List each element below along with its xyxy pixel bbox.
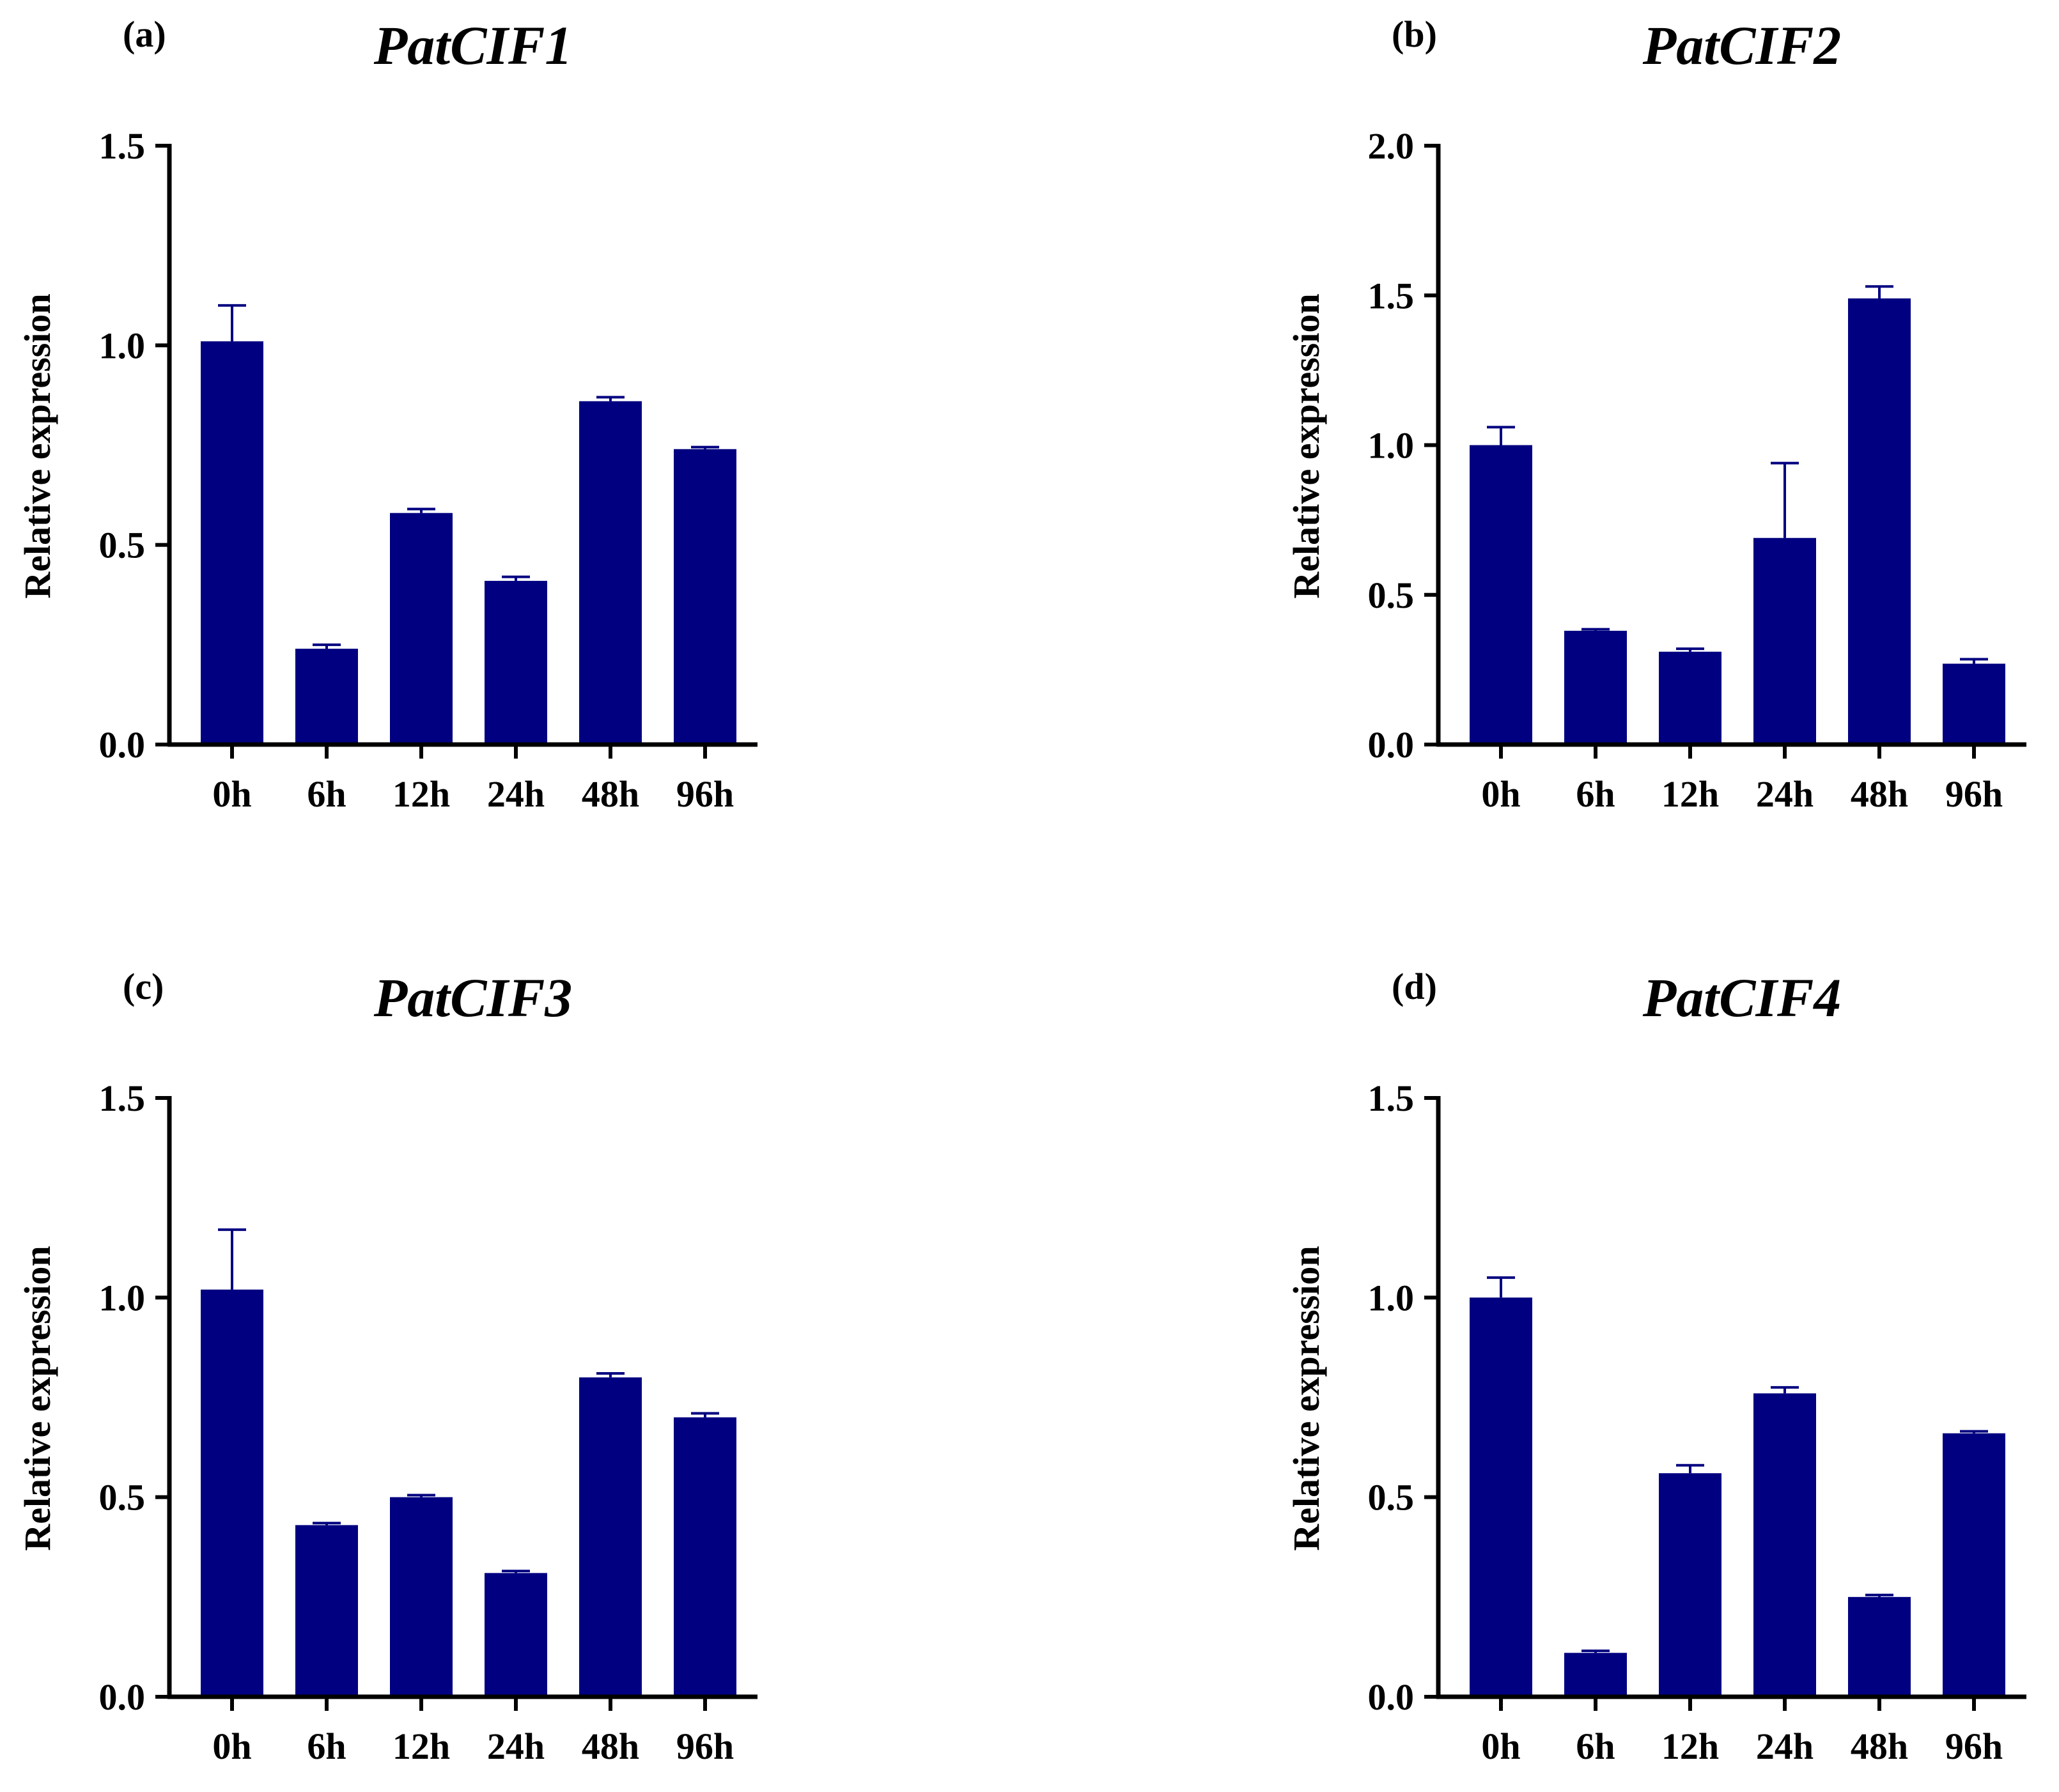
- bar-48h: [579, 401, 642, 745]
- bar-24h: [485, 1573, 547, 1697]
- chart-title: PatCIF1: [373, 15, 573, 76]
- x-tick-label: 12h: [1661, 773, 1719, 815]
- y-tick-label: 1.5: [99, 125, 146, 167]
- bar-96h: [674, 449, 736, 745]
- panel-label: (b): [1392, 13, 1437, 55]
- bar-96h: [1943, 663, 2005, 745]
- bar-48h: [1848, 298, 1911, 745]
- y-tick-label: 0.0: [1368, 724, 1415, 766]
- bar-24h: [485, 580, 547, 745]
- y-tick-label: 1.5: [99, 1078, 146, 1119]
- bar-24h: [1753, 537, 1816, 745]
- bar-48h: [579, 1377, 642, 1697]
- x-tick-label: 96h: [1945, 773, 2003, 815]
- panel-label: (c): [123, 966, 164, 1007]
- x-tick-label: 24h: [1756, 1726, 1814, 1767]
- bar-12h: [1659, 1473, 1721, 1697]
- y-tick-label: 0.0: [99, 724, 146, 766]
- bar-0h: [1470, 1297, 1532, 1697]
- y-tick-label: 1.5: [1368, 275, 1415, 316]
- panel-d: (d) PatCIF4 Relative expression 0.0 0.5 1.…: [1286, 966, 2026, 1767]
- x-tick-label: 6h: [307, 1726, 346, 1767]
- plot-area: 0.0 0.5 1.0 1.5 0h 6h 12h 24h 48h 96h: [99, 1078, 758, 1767]
- bar-0h: [201, 1289, 263, 1697]
- chart-title: PatCIF2: [1642, 15, 1842, 76]
- bar-6h: [1564, 630, 1627, 745]
- plot-area: 0.0 0.5 1.0 1.5 0h 6h 12h 24h 48h 96h: [99, 125, 758, 815]
- y-tick-label: 1.0: [1368, 425, 1415, 467]
- y-tick-label: 0.5: [1368, 575, 1415, 616]
- x-tick-label: 48h: [582, 1726, 639, 1767]
- x-tick-label: 96h: [1945, 1726, 2003, 1767]
- y-tick-label: 0.5: [99, 525, 146, 566]
- x-tick-label: 24h: [487, 1726, 545, 1767]
- x-tick-label: 24h: [487, 773, 545, 815]
- y-tick-label: 0.0: [99, 1676, 146, 1718]
- bar-24h: [1753, 1393, 1816, 1697]
- x-tick-label: 0h: [212, 1726, 251, 1767]
- chart-title: PatCIF4: [1642, 967, 1842, 1028]
- plot-area: 0.0 0.5 1.0 1.5 2.0 0h 6h 12h 24h 48h 96h: [1368, 125, 2026, 815]
- x-tick-label: 96h: [676, 773, 734, 815]
- panel-label: (d): [1392, 966, 1437, 1007]
- x-tick-label: 48h: [1851, 773, 1908, 815]
- x-tick-label: 0h: [1481, 1726, 1520, 1767]
- x-tick-label: 48h: [1851, 1726, 1908, 1767]
- plot-area: 0.0 0.5 1.0 1.5 0h 6h 12h 24h 48h 96h: [1368, 1078, 2026, 1767]
- x-tick-label: 12h: [392, 1726, 450, 1767]
- x-tick-label: 6h: [1576, 1726, 1615, 1767]
- bar-6h: [295, 1525, 358, 1697]
- bar-0h: [201, 341, 263, 745]
- panel-a: (a) PatCIF1 Relative expression 0.0 0.5 1.…: [17, 13, 758, 815]
- bar-6h: [1564, 1653, 1627, 1697]
- x-tick-label: 12h: [392, 773, 450, 815]
- y-tick-label: 2.0: [1368, 125, 1415, 167]
- bar-6h: [295, 649, 358, 745]
- y-axis-label: Relative expression: [1286, 293, 1327, 598]
- x-tick-label: 6h: [307, 773, 346, 815]
- chart-title: PatCIF3: [373, 967, 573, 1028]
- panel-b: (b) PatCIF2 Relative expression 0.0 0.5 1.…: [1286, 13, 2026, 815]
- y-tick-label: 0.5: [99, 1477, 146, 1518]
- panel-label: (a): [123, 13, 166, 55]
- y-tick-label: 1.0: [99, 1277, 146, 1318]
- x-tick-label: 12h: [1661, 1726, 1719, 1767]
- x-tick-label: 96h: [676, 1726, 734, 1767]
- x-tick-label: 24h: [1756, 773, 1814, 815]
- y-tick-label: 1.0: [99, 325, 146, 366]
- y-tick-label: 1.0: [1368, 1277, 1415, 1318]
- y-tick-label: 1.5: [1368, 1078, 1415, 1119]
- x-tick-label: 0h: [212, 773, 251, 815]
- bar-12h: [390, 513, 453, 745]
- y-tick-label: 0.0: [1368, 1676, 1415, 1718]
- bar-0h: [1470, 445, 1532, 745]
- x-tick-label: 6h: [1576, 773, 1615, 815]
- bar-48h: [1848, 1596, 1911, 1697]
- y-tick-label: 0.5: [1368, 1477, 1415, 1518]
- x-tick-label: 0h: [1481, 773, 1520, 815]
- bar-12h: [390, 1497, 453, 1697]
- bar-12h: [1659, 651, 1721, 745]
- y-axis-label: Relative expression: [17, 293, 58, 598]
- bar-96h: [1943, 1433, 2005, 1697]
- y-axis-label: Relative expression: [17, 1246, 58, 1550]
- panel-c: (c) PatCIF3 Relative expression 0.0 0.5 1.…: [17, 966, 758, 1767]
- x-tick-label: 48h: [582, 773, 639, 815]
- y-axis-label: Relative expression: [1286, 1246, 1327, 1550]
- bar-96h: [674, 1417, 736, 1697]
